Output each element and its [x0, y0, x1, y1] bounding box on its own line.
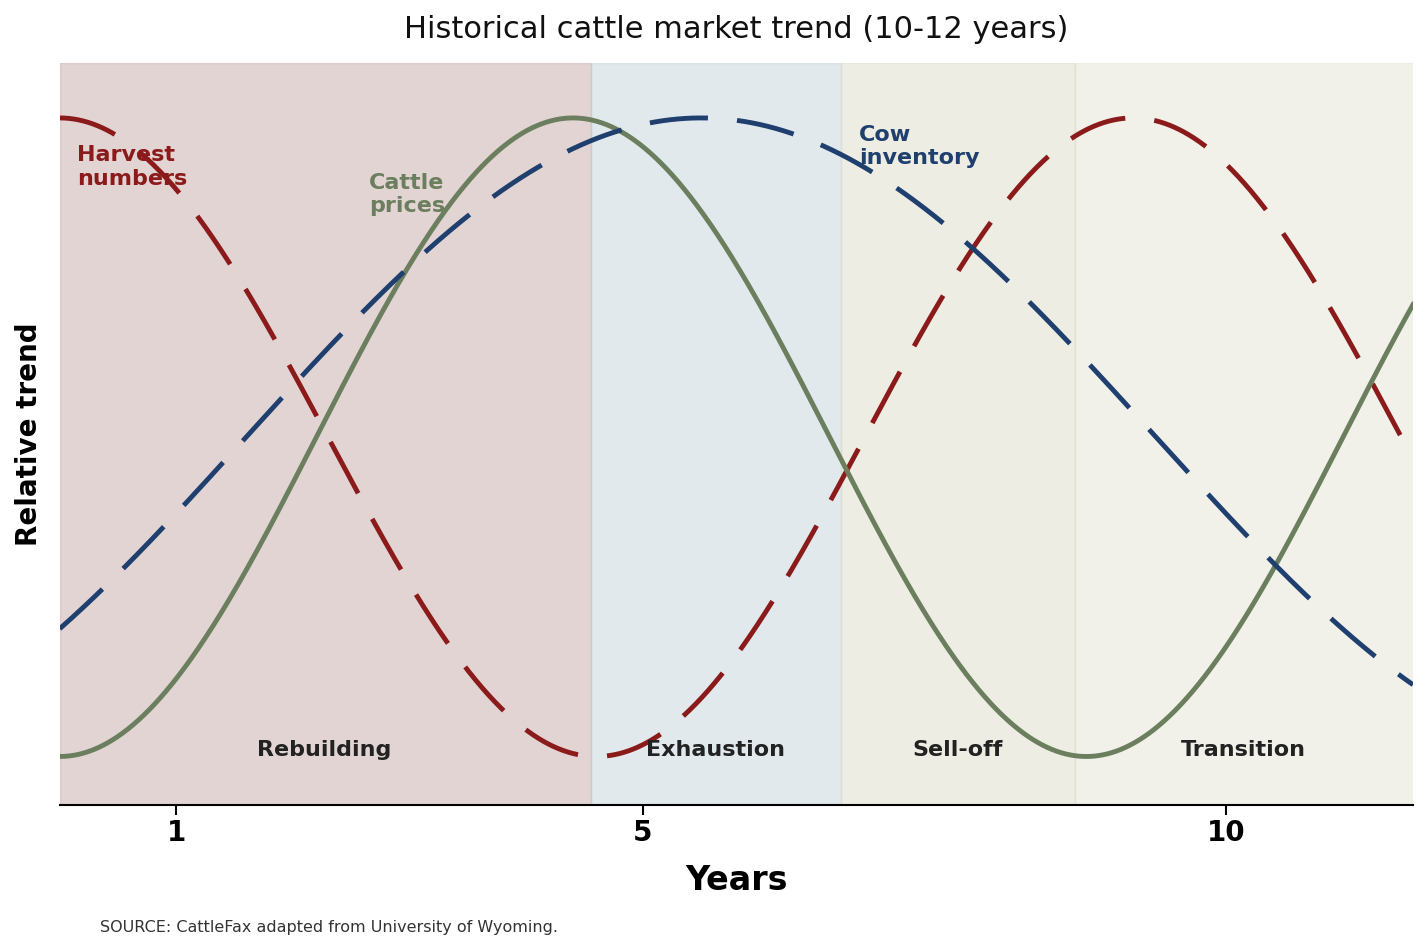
- Text: Transition: Transition: [1181, 740, 1307, 760]
- Text: Cow
inventory: Cow inventory: [858, 125, 980, 168]
- Text: Harvest
numbers: Harvest numbers: [77, 146, 187, 189]
- Text: Exhaustion: Exhaustion: [647, 740, 785, 760]
- Bar: [1075, 63, 1412, 805]
- Text: SOURCE: CattleFax adapted from University of Wyoming.: SOURCE: CattleFax adapted from Universit…: [100, 920, 558, 935]
- Y-axis label: Relative trend: Relative trend: [16, 322, 43, 545]
- Bar: [591, 63, 841, 805]
- Bar: [841, 63, 1075, 805]
- Title: Historical cattle market trend (10-12 years): Historical cattle market trend (10-12 ye…: [404, 15, 1068, 44]
- Text: Rebuilding: Rebuilding: [257, 740, 391, 760]
- Text: Sell-off: Sell-off: [912, 740, 1004, 760]
- Bar: [60, 63, 591, 805]
- Text: Cattle
prices: Cattle prices: [368, 173, 446, 216]
- X-axis label: Years: Years: [685, 864, 788, 897]
